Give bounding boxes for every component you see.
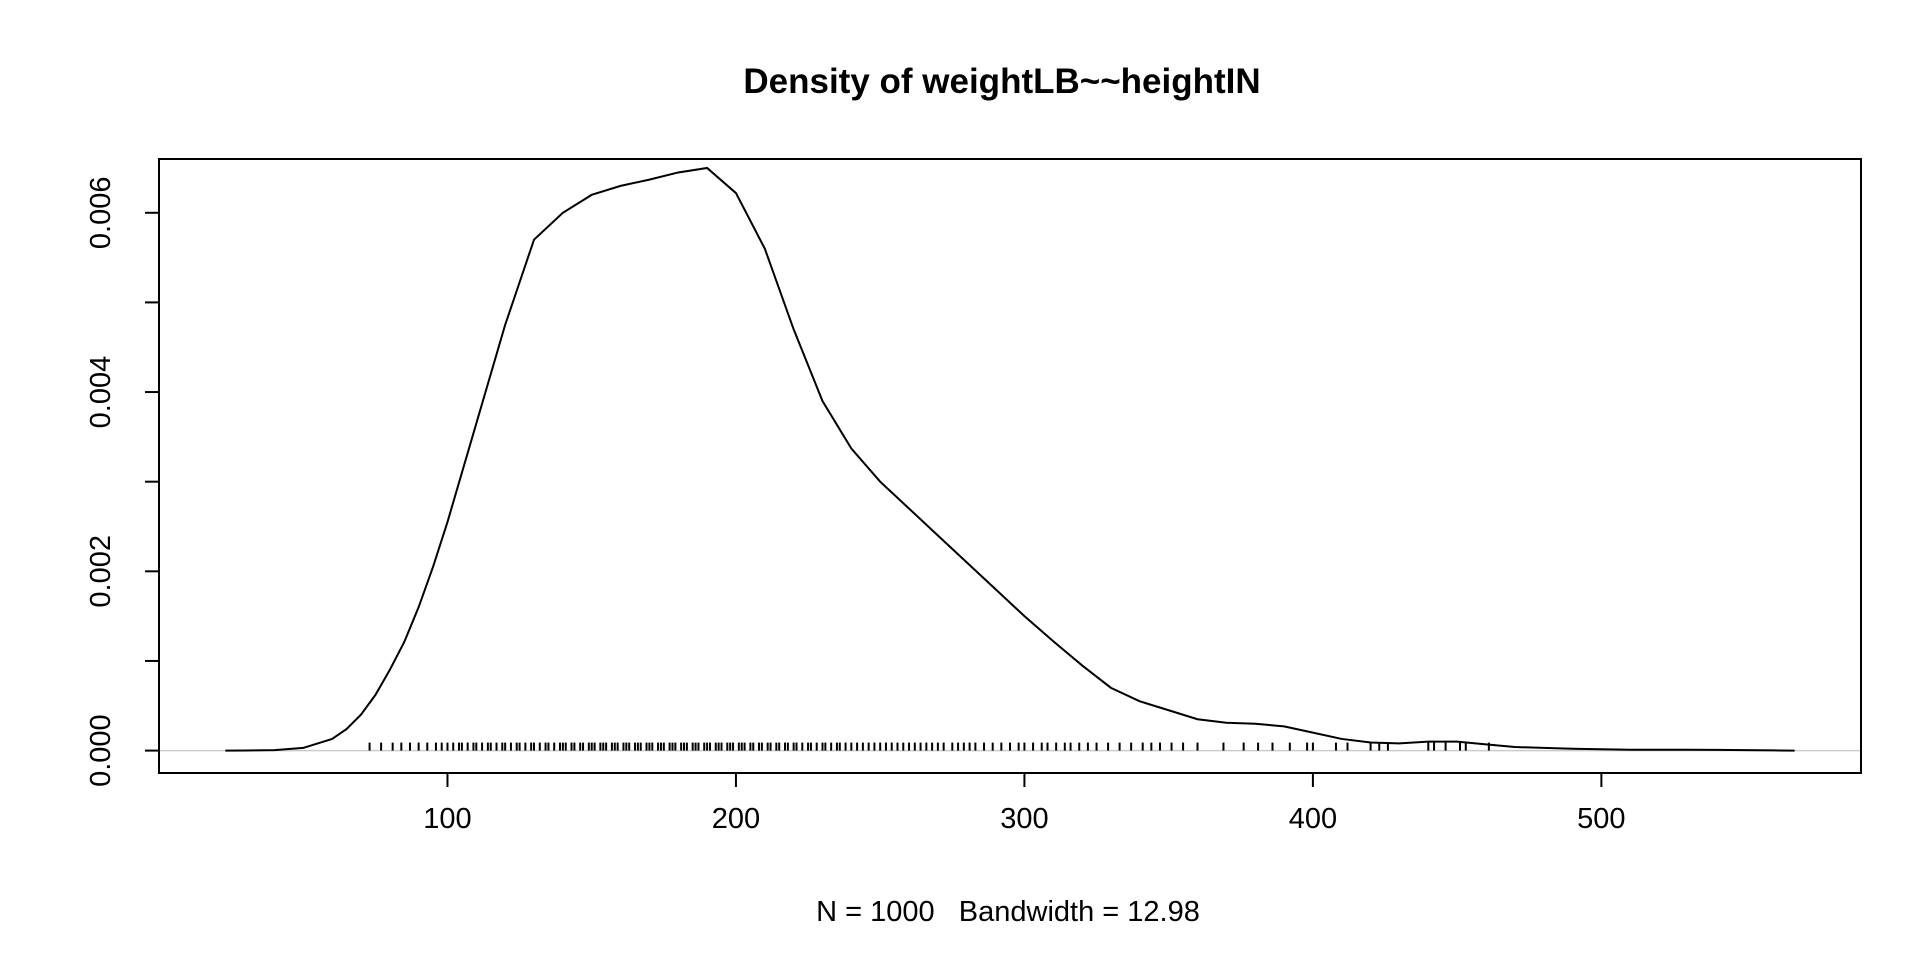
x-tick-label: 500 (1577, 803, 1625, 835)
rug-marks (368, 742, 1490, 751)
x-tick-label: 300 (1000, 803, 1048, 835)
density-curve (225, 166, 1795, 752)
x-axis: 100 200 300 400 500 (423, 772, 1626, 835)
y-tick-label: 0.000 (85, 714, 117, 787)
y-tick-label: 0.006 (85, 176, 117, 249)
y-axis: 0.000 0.002 0.004 0.006 (85, 176, 160, 787)
y-tick-label: 0.004 (85, 356, 117, 429)
x-tick-label: 200 (712, 803, 760, 835)
x-tick-label: 100 (423, 803, 471, 835)
x-axis-label: N = 1000 Bandwidth = 12.98 (816, 896, 1200, 928)
y-tick-label: 0.002 (85, 535, 117, 608)
x-tick-label: 400 (1289, 803, 1337, 835)
chart-title: Density of weightLB~~heightIN (743, 62, 1260, 101)
